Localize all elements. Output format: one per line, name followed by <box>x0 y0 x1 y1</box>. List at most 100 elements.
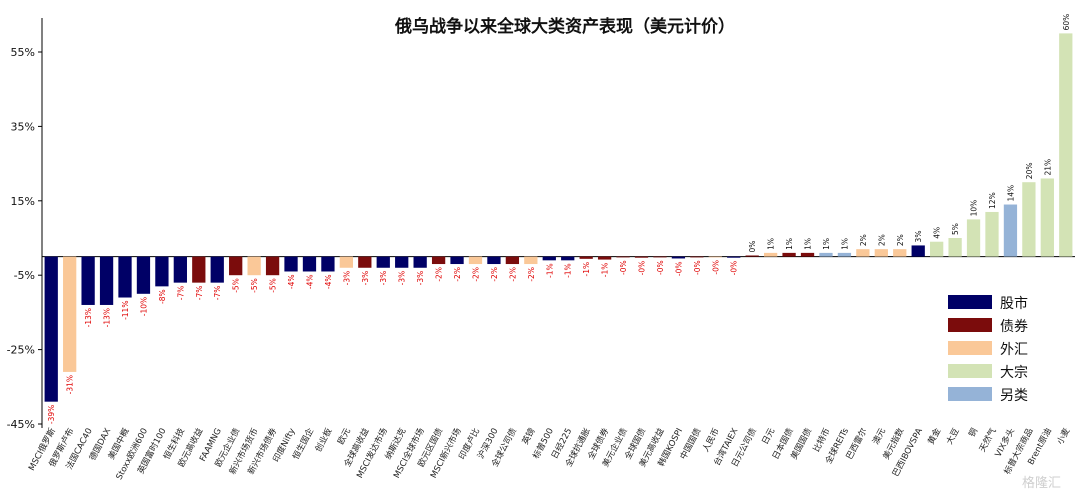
bar <box>358 256 372 268</box>
bar <box>671 256 686 259</box>
data-label: -4% <box>305 274 314 289</box>
data-label: 10% <box>970 200 979 217</box>
data-label: 21% <box>1043 159 1052 176</box>
data-label: 12% <box>988 192 997 209</box>
bar <box>911 245 925 257</box>
data-label: -3% <box>379 271 388 286</box>
bar <box>616 256 630 258</box>
y-tick-label: -45% <box>7 418 35 431</box>
data-label: -0% <box>619 260 628 275</box>
y-tick-label: 35% <box>11 120 35 133</box>
bar <box>450 256 464 265</box>
data-label: -7% <box>213 286 222 301</box>
data-label: 1% <box>767 238 776 250</box>
bar <box>634 256 649 258</box>
bar <box>321 256 335 272</box>
data-label: -2% <box>453 267 462 282</box>
legend-label: 股市 <box>1000 295 1028 312</box>
x-tick-labels: MSCI俄罗斯俄罗斯卢布法国CAC40德国DAX美国中概Stoxx欧洲600英国… <box>26 426 1072 482</box>
bar <box>745 255 759 257</box>
bar <box>118 256 132 298</box>
data-label: 1% <box>785 238 794 250</box>
data-label: -2% <box>527 267 536 282</box>
bar <box>395 256 409 268</box>
legend-swatch <box>948 387 992 401</box>
data-label: -2% <box>435 267 444 282</box>
bar <box>1022 182 1036 257</box>
bar <box>856 249 870 257</box>
data-label: -1% <box>564 263 573 278</box>
bar <box>210 256 224 283</box>
data-label: -11% <box>121 301 130 320</box>
data-label: -13% <box>103 308 112 327</box>
x-tick-label: 日元 <box>760 426 777 446</box>
data-label: 1% <box>804 238 813 250</box>
bar <box>229 256 243 276</box>
data-label: -0% <box>656 260 665 275</box>
legend-label: 另类 <box>1000 388 1028 404</box>
bar <box>930 241 944 257</box>
bar <box>192 256 206 283</box>
data-label: -3% <box>361 271 370 286</box>
bar <box>800 252 815 257</box>
data-label: 5% <box>951 223 960 235</box>
bar <box>468 256 483 265</box>
data-label: 2% <box>859 234 868 246</box>
data-label: -2% <box>471 267 480 282</box>
x-tick-label: 欧元 <box>335 426 353 447</box>
bar <box>265 256 280 276</box>
data-label: -7% <box>176 286 185 301</box>
y-axis: -45% -25% -5% 15% 35% 55% <box>7 18 1075 431</box>
data-label: -3% <box>342 271 351 286</box>
x-tick-label: 铜 <box>966 426 980 439</box>
x-tick-label: 澳元 <box>870 426 888 447</box>
x-tick-label: 小麦 <box>1055 426 1073 447</box>
data-labels: -39%-31%-13% -13% -11% -10%-8% -7% -7% -7%-5% -… <box>47 14 1071 424</box>
chart-title: 俄乌战争以来全球大类资产表现（美元计价） <box>394 16 735 37</box>
data-label: -5% <box>250 278 259 293</box>
x-tick-label: 英镑 <box>520 426 538 447</box>
bar <box>1003 204 1018 257</box>
bar <box>819 252 833 257</box>
data-label: -0% <box>674 261 683 276</box>
bar <box>284 256 298 272</box>
bar <box>966 219 981 257</box>
data-label: -39% <box>47 405 56 424</box>
bar <box>948 238 962 257</box>
legend-label: 外汇 <box>1000 342 1028 358</box>
bar <box>487 256 501 265</box>
data-label: -0% <box>730 261 739 276</box>
x-tick-label: 黄金 <box>926 426 944 447</box>
y-tick-label: -5% <box>14 269 35 282</box>
data-label: -4% <box>324 274 333 289</box>
data-label: -1% <box>582 262 591 277</box>
legend-swatch <box>948 364 992 378</box>
bar <box>893 249 907 257</box>
bar <box>561 256 575 261</box>
x-tick-label: 创业板 <box>313 426 335 454</box>
data-label: 1% <box>840 238 849 250</box>
data-label: 0% <box>748 241 757 253</box>
bar <box>1059 33 1073 257</box>
data-label: -7% <box>195 286 204 301</box>
bar <box>524 256 538 265</box>
bar <box>155 256 169 287</box>
data-label: -0% <box>711 260 720 275</box>
bar <box>247 256 261 276</box>
legend-label: 债券 <box>1000 319 1028 335</box>
bar <box>727 256 741 258</box>
bar <box>690 256 704 258</box>
bar <box>1040 178 1054 257</box>
data-label: -2% <box>508 267 517 282</box>
data-label: -3% <box>398 271 407 286</box>
legend-swatch <box>948 318 992 332</box>
legend-swatch <box>948 295 992 309</box>
bars <box>44 33 1073 402</box>
data-label: 2% <box>896 234 905 246</box>
bar <box>136 256 151 294</box>
watermark: 格隆汇 <box>1022 475 1061 491</box>
data-label: -1% <box>545 263 554 278</box>
y-tick-label: -25% <box>7 344 35 357</box>
